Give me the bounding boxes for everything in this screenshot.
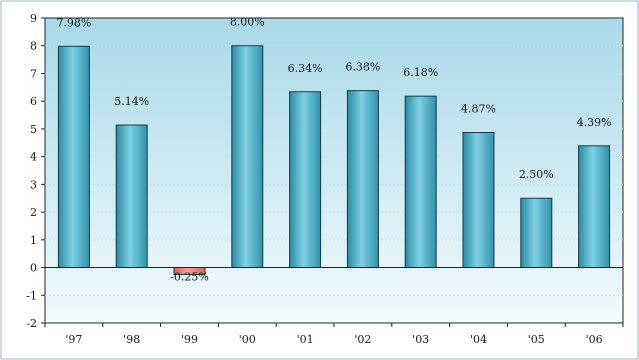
- data-label: 2.50%: [519, 168, 554, 181]
- bar: [289, 91, 322, 269]
- x-tick-label: '97: [65, 333, 82, 346]
- y-tick-label: 4: [30, 151, 37, 164]
- x-tick-label: '06: [586, 333, 603, 346]
- y-tick-label: 3: [30, 178, 37, 191]
- data-label: 6.38%: [345, 61, 380, 74]
- x-axis: '97 '98 '99 '00 '01 '02 '03 '04 '05 '06: [44, 323, 624, 346]
- y-tick-label: 8: [30, 40, 37, 53]
- bar-series: [57, 45, 611, 275]
- data-label: 4.39%: [577, 116, 612, 129]
- data-label: 5.14%: [114, 95, 149, 108]
- y-tick-label: 9: [30, 12, 37, 25]
- x-tick-label: '03: [412, 333, 429, 346]
- data-labels: 7.98% 5.14% -0.25% 8.00% 6.34% 6.38% 6.18% 4.87…: [56, 16, 611, 284]
- y-tick-label: 5: [30, 123, 37, 136]
- bar: [115, 124, 148, 269]
- x-tick-label: '02: [354, 333, 371, 346]
- bar: [578, 145, 611, 269]
- x-tick-label: '01: [297, 333, 314, 346]
- bar: [231, 45, 264, 269]
- y-tick-label: -2: [26, 317, 37, 330]
- x-tick-label: '99: [181, 333, 198, 346]
- x-tick-label: '00: [239, 333, 256, 346]
- x-tick-label: '98: [123, 333, 140, 346]
- y-tick-label: -1: [26, 289, 37, 302]
- bar: [404, 95, 437, 269]
- bar: [57, 45, 90, 269]
- data-label: 7.98%: [56, 16, 91, 29]
- y-tick-label: 1: [30, 234, 37, 247]
- x-tick-label: '04: [470, 333, 487, 346]
- data-label: 4.87%: [461, 103, 496, 116]
- bar: [462, 132, 495, 269]
- y-tick-label: 7: [30, 67, 37, 80]
- y-tick-label: 2: [30, 206, 37, 219]
- x-tick-label: '05: [528, 333, 545, 346]
- data-label: 6.34%: [288, 62, 323, 75]
- bar: [520, 197, 553, 269]
- bar: [346, 90, 379, 269]
- y-axis: -2 -1 0 1 2 3 4 5 6 7 8 9: [26, 12, 45, 330]
- data-label: 6.18%: [403, 66, 438, 79]
- data-label: 8.00%: [230, 16, 265, 29]
- y-tick-label: 6: [30, 95, 37, 108]
- data-label: -0.25%: [170, 271, 209, 284]
- y-tick-label: 0: [30, 262, 37, 275]
